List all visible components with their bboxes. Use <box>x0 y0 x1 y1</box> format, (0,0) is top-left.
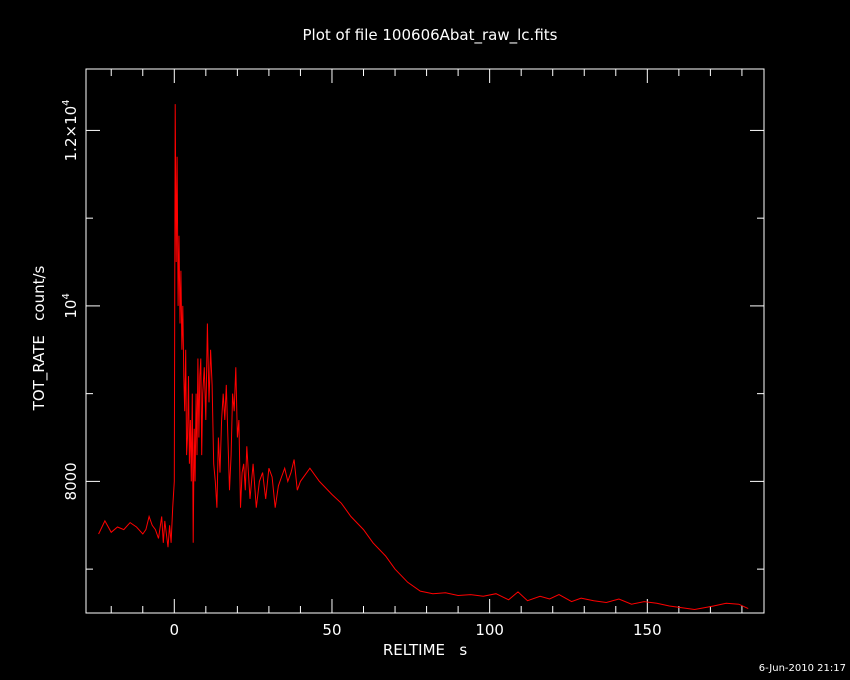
plot-frame <box>85 68 765 614</box>
footer-timestamp: 6-Jun-2010 21:17 <box>759 663 846 674</box>
chart-title: Plot of file 100606Abat_raw_lc.fits <box>303 26 558 45</box>
x-tick-label: 100 <box>475 621 504 639</box>
x-tick-label: 0 <box>170 621 180 639</box>
y-axis-label: TOT_RATE count/s <box>30 265 49 411</box>
series-line-tot-rate <box>98 104 749 611</box>
x-tick-labels: 0 50 100 150 <box>170 621 662 639</box>
x-tick-label: 50 <box>322 621 341 639</box>
y-tick-label: 1.2×104 <box>61 99 80 161</box>
y-tick-label: 8000 <box>62 462 80 500</box>
x-axis-label: RELTIME s <box>383 641 468 659</box>
axis-ticks <box>86 69 764 613</box>
x-tick-label: 150 <box>633 621 662 639</box>
